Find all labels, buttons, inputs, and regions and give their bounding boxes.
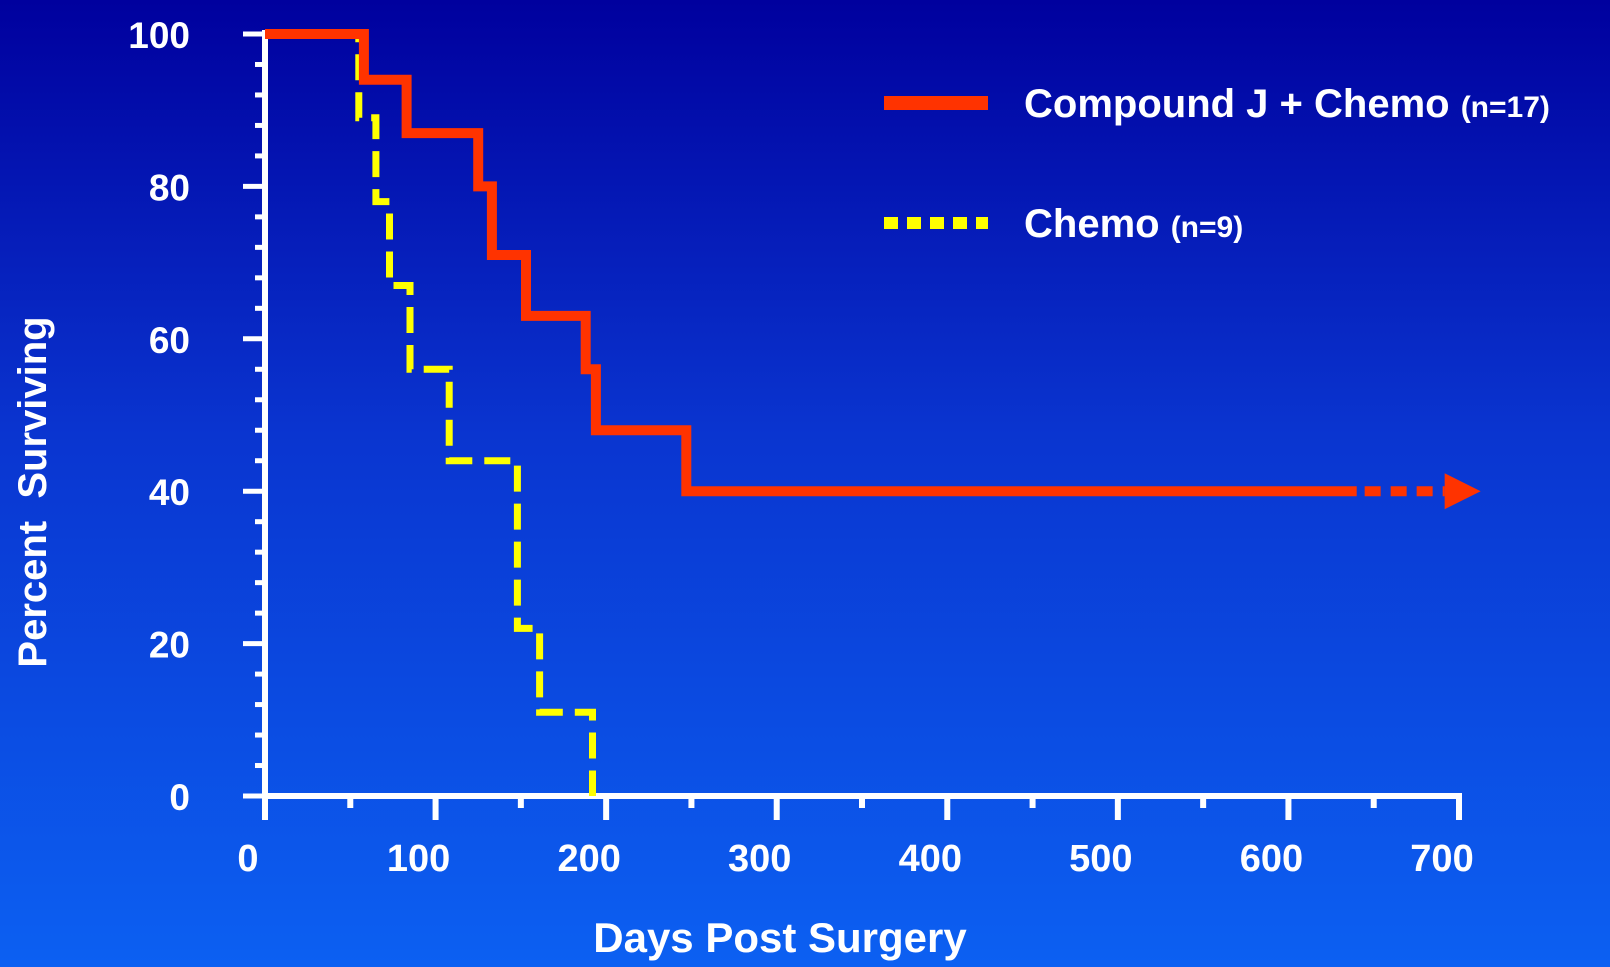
legend-label: Compound J + Chemo (n=17) — [1024, 82, 1550, 126]
x-tick-label: 500 — [1069, 838, 1132, 880]
axes: 0 20 40 60 80 100 0 100 200 300 400 500 600 700 — [128, 15, 1473, 880]
legend: Compound J + Chemo (n=17) Chemo (n=9) — [884, 82, 1550, 246]
x-tick-label: 400 — [899, 838, 962, 880]
legend-sample-size: (n=9) — [1171, 211, 1244, 244]
y-axis-label: Percent Surviving — [11, 316, 55, 667]
continuation-arrow-icon — [1444, 473, 1481, 510]
y-tick-label: 40 — [149, 472, 190, 513]
compound-j-series-line — [265, 29, 1357, 497]
y-tick-label: 20 — [149, 625, 190, 666]
y-tick-label: 100 — [128, 15, 190, 56]
y-tick-label: 60 — [149, 320, 190, 361]
x-tick-label: 600 — [1240, 838, 1303, 880]
x-tick-label: 700 — [1410, 838, 1473, 880]
legend-series-name: Chemo — [1024, 202, 1171, 246]
x-axis-label: Days Post Surgery — [593, 914, 967, 961]
x-tick-label: 300 — [728, 838, 791, 880]
legend-sample-size: (n=17) — [1461, 91, 1550, 124]
legend-series-name: Compound J + Chemo — [1024, 82, 1461, 126]
series-layer — [265, 29, 1481, 796]
x-tick-label: 0 — [237, 838, 258, 880]
y-tick-label: 80 — [149, 167, 190, 208]
x-tick-label: 200 — [557, 838, 620, 880]
x-tick-label: 100 — [387, 838, 450, 880]
legend-label: Chemo (n=9) — [1024, 202, 1243, 246]
chemo-series-line — [265, 30, 596, 796]
y-tick-label: 0 — [169, 777, 190, 818]
